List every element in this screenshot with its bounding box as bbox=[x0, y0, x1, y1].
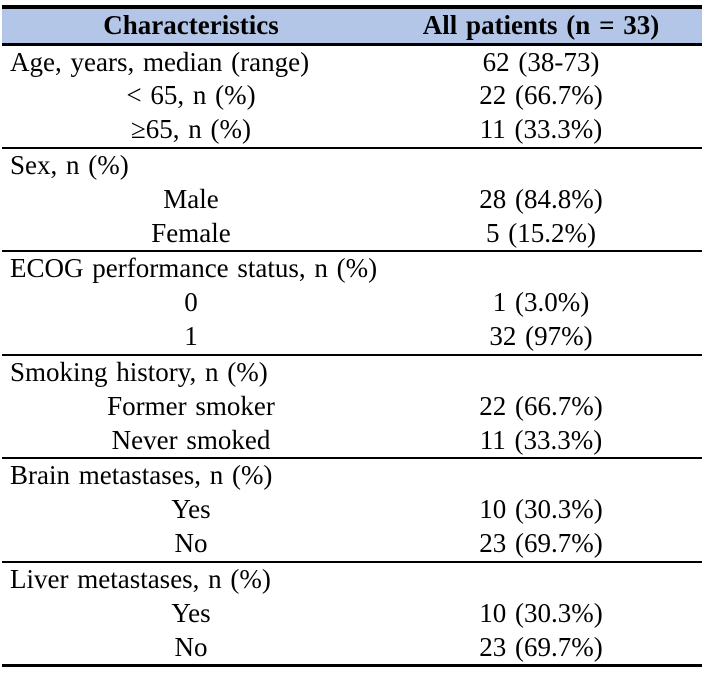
column-header-characteristics: Characteristics bbox=[2, 7, 380, 46]
section-age: Age, years, median (range) 62 (38-73) < … bbox=[2, 44, 702, 148]
table-row: ECOG performance status, n (%) bbox=[2, 251, 702, 286]
row-value: 22 (66.7%) bbox=[479, 80, 603, 111]
table-row: Liver metastases, n (%) bbox=[2, 562, 702, 597]
row-value bbox=[380, 251, 702, 286]
row-label: < 65, n (%) bbox=[126, 80, 256, 111]
table-row: No 23 (69.7%) bbox=[2, 631, 702, 666]
section-liver-metastases: Liver metastases, n (%) Yes 10 (30.3%) N… bbox=[2, 561, 702, 666]
row-value bbox=[380, 562, 702, 597]
table-row: 0 1 (3.0%) bbox=[2, 286, 702, 321]
row-label: Liver metastases, n (%) bbox=[10, 563, 271, 594]
section-sex: Sex, n (%) Male 28 (84.8%) Female 5 (15.… bbox=[2, 147, 702, 252]
section-brain-metastases: Brain metastases, n (%) Yes 10 (30.3%) N… bbox=[2, 458, 702, 562]
row-label: Smoking history, n (%) bbox=[10, 356, 268, 387]
row-label: Male bbox=[163, 183, 219, 214]
row-label: Yes bbox=[171, 494, 211, 525]
row-value: 62 (38-73) bbox=[482, 46, 600, 77]
row-value: 28 (84.8%) bbox=[479, 183, 603, 214]
table-row: Smoking history, n (%) bbox=[2, 355, 702, 390]
row-value: 32 (97%) bbox=[489, 321, 593, 352]
row-label: ≥65, n (%) bbox=[130, 114, 252, 145]
table-row: ≥65, n (%) 11 (33.3%) bbox=[2, 113, 702, 148]
row-label: Age, years, median (range) bbox=[10, 46, 310, 77]
patient-characteristics-table: Characteristics All patients (n = 33) Ag… bbox=[2, 5, 702, 667]
row-label: No bbox=[174, 528, 208, 559]
table-row: Brain metastases, n (%) bbox=[2, 458, 702, 493]
table-row: Never smoked 11 (33.3%) bbox=[2, 424, 702, 459]
row-label: 0 bbox=[184, 287, 198, 318]
row-value: 23 (69.7%) bbox=[479, 528, 603, 559]
row-value: 1 (3.0%) bbox=[492, 287, 590, 318]
row-value: 10 (30.3%) bbox=[479, 494, 603, 525]
table-row: Yes 10 (30.3%) bbox=[2, 596, 702, 631]
row-value: 22 (66.7%) bbox=[479, 390, 603, 421]
row-label: Sex, n (%) bbox=[10, 149, 129, 180]
section-smoking: Smoking history, n (%) Former smoker 22 … bbox=[2, 354, 702, 459]
row-label: Yes bbox=[171, 597, 211, 628]
table-row: Male 28 (84.8%) bbox=[2, 182, 702, 217]
row-value: 11 (33.3%) bbox=[479, 114, 603, 145]
row-label: Former smoker bbox=[107, 390, 275, 421]
table-row: 1 32 (97%) bbox=[2, 320, 702, 355]
row-value: 10 (30.3%) bbox=[479, 597, 603, 628]
table-row: Former smoker 22 (66.7%) bbox=[2, 389, 702, 424]
row-value: 11 (33.3%) bbox=[479, 424, 603, 455]
row-label: Female bbox=[151, 217, 231, 248]
table-row: Sex, n (%) bbox=[2, 148, 702, 183]
table-row: Female 5 (15.2%) bbox=[2, 217, 702, 252]
table-row: Yes 10 (30.3%) bbox=[2, 493, 702, 528]
table-row: < 65, n (%) 22 (66.7%) bbox=[2, 79, 702, 114]
row-value: 23 (69.7%) bbox=[479, 631, 603, 662]
table-container: Characteristics All patients (n = 33) Ag… bbox=[2, 5, 702, 667]
row-label: Brain metastases, n (%) bbox=[10, 460, 273, 491]
column-header-all-patients: All patients (n = 33) bbox=[380, 7, 702, 46]
section-ecog: ECOG performance status, n (%) 0 1 (3.0%… bbox=[2, 251, 702, 355]
row-label: Never smoked bbox=[111, 424, 271, 455]
header-row: Characteristics All patients (n = 33) bbox=[2, 7, 702, 46]
table-row: Age, years, median (range) 62 (38-73) bbox=[2, 44, 702, 79]
table-row: No 23 (69.7%) bbox=[2, 527, 702, 562]
row-label: No bbox=[174, 631, 208, 662]
row-label: 1 bbox=[184, 321, 198, 352]
row-value: 5 (15.2%) bbox=[486, 217, 596, 248]
row-label: ECOG performance status, n (%) bbox=[10, 253, 378, 284]
row-value bbox=[380, 148, 702, 183]
row-value bbox=[380, 458, 702, 493]
table-header: Characteristics All patients (n = 33) bbox=[2, 7, 702, 46]
row-value bbox=[380, 355, 702, 390]
